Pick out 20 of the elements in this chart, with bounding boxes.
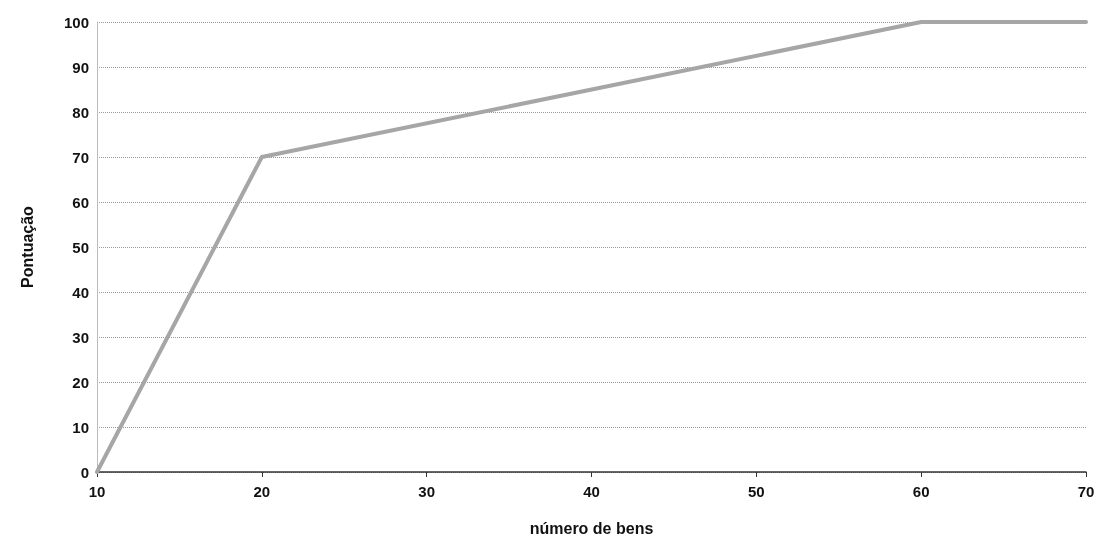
x-axis-title: número de bens xyxy=(529,519,654,537)
x-tick-label: 70 xyxy=(1077,483,1095,500)
y-axis-title: Pontuação xyxy=(18,205,36,288)
y-tick-label: 60 xyxy=(72,193,89,211)
y-tick-label: 80 xyxy=(72,103,89,121)
y-tick-label: 40 xyxy=(72,283,89,301)
y-tick-label: 10 xyxy=(72,418,89,436)
y-tick-label: 20 xyxy=(72,373,89,391)
y-tick-label: 70 xyxy=(72,148,89,166)
x-tick-label: 50 xyxy=(747,483,765,500)
x-tick-label: 20 xyxy=(253,483,271,500)
y-tick-label: 90 xyxy=(72,58,89,76)
x-tick-label: 30 xyxy=(418,483,436,500)
y-tick-label: 0 xyxy=(80,463,89,481)
x-tick-label: 60 xyxy=(912,483,930,500)
y-tick-label: 30 xyxy=(72,328,89,346)
x-tick-label: 40 xyxy=(583,483,600,500)
y-tick-label: 100 xyxy=(63,13,89,31)
x-tick-label: 10 xyxy=(88,483,106,500)
y-tick-label: 50 xyxy=(72,238,89,256)
